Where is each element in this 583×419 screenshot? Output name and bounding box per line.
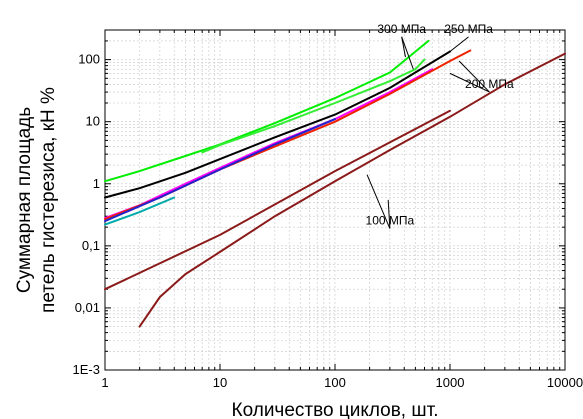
annotation-pointer	[401, 36, 406, 58]
series-line-3	[104, 50, 451, 199]
y-tick-label: 0,1	[82, 238, 100, 253]
y-tick-label: 1E-3	[73, 362, 100, 377]
annotation-pointer	[458, 60, 490, 93]
series-line-9	[138, 52, 566, 328]
annotations: 300 МПа 250 МПа 200 МПа 100 МПа	[366, 22, 514, 229]
y-tick-labels: 1E-3 0,01 0,1 1 10 100	[73, 52, 100, 377]
grid	[104, 29, 565, 371]
x-tick-label: 10	[213, 375, 227, 390]
annotation-label: 100 МПа	[366, 214, 415, 228]
series-line-2	[201, 58, 426, 154]
annotation-pointer	[387, 199, 391, 229]
annotation-pointer	[366, 174, 391, 229]
series-line-1	[104, 39, 430, 183]
x-tick-label: 10000	[547, 375, 583, 390]
series-line-6	[104, 118, 336, 223]
plot-frame	[104, 29, 566, 371]
x-axis-title: Количество циклов, шт.	[232, 400, 439, 419]
annotation-pointer	[401, 36, 414, 70]
x-tick-label: 1000	[436, 375, 465, 390]
y-tick-label: 1	[93, 176, 100, 191]
series-group	[104, 39, 566, 328]
annotation-pointer	[449, 36, 469, 52]
annotation-pointer	[449, 72, 490, 93]
y-axis-title-line-2: петель гистерезиса, кН %	[38, 87, 59, 313]
y-axis-title-line-1: Суммарная площадь	[14, 107, 35, 293]
y-tick-label: 0,01	[75, 300, 100, 315]
y-tick-label: 10	[86, 114, 100, 129]
annotation-label: 250 МПа	[444, 22, 493, 36]
x-tick-label: 1	[101, 375, 108, 390]
annotation-label: 200 МПа	[465, 77, 514, 91]
series-line-7	[104, 196, 176, 226]
x-tick-labels: 1 10 100 1000 10000	[101, 375, 583, 390]
series-line-8	[104, 109, 451, 291]
y-tick-label: 100	[78, 52, 100, 67]
x-tick-label: 100	[324, 375, 346, 390]
annotation-label: 300 МПа	[377, 22, 426, 36]
